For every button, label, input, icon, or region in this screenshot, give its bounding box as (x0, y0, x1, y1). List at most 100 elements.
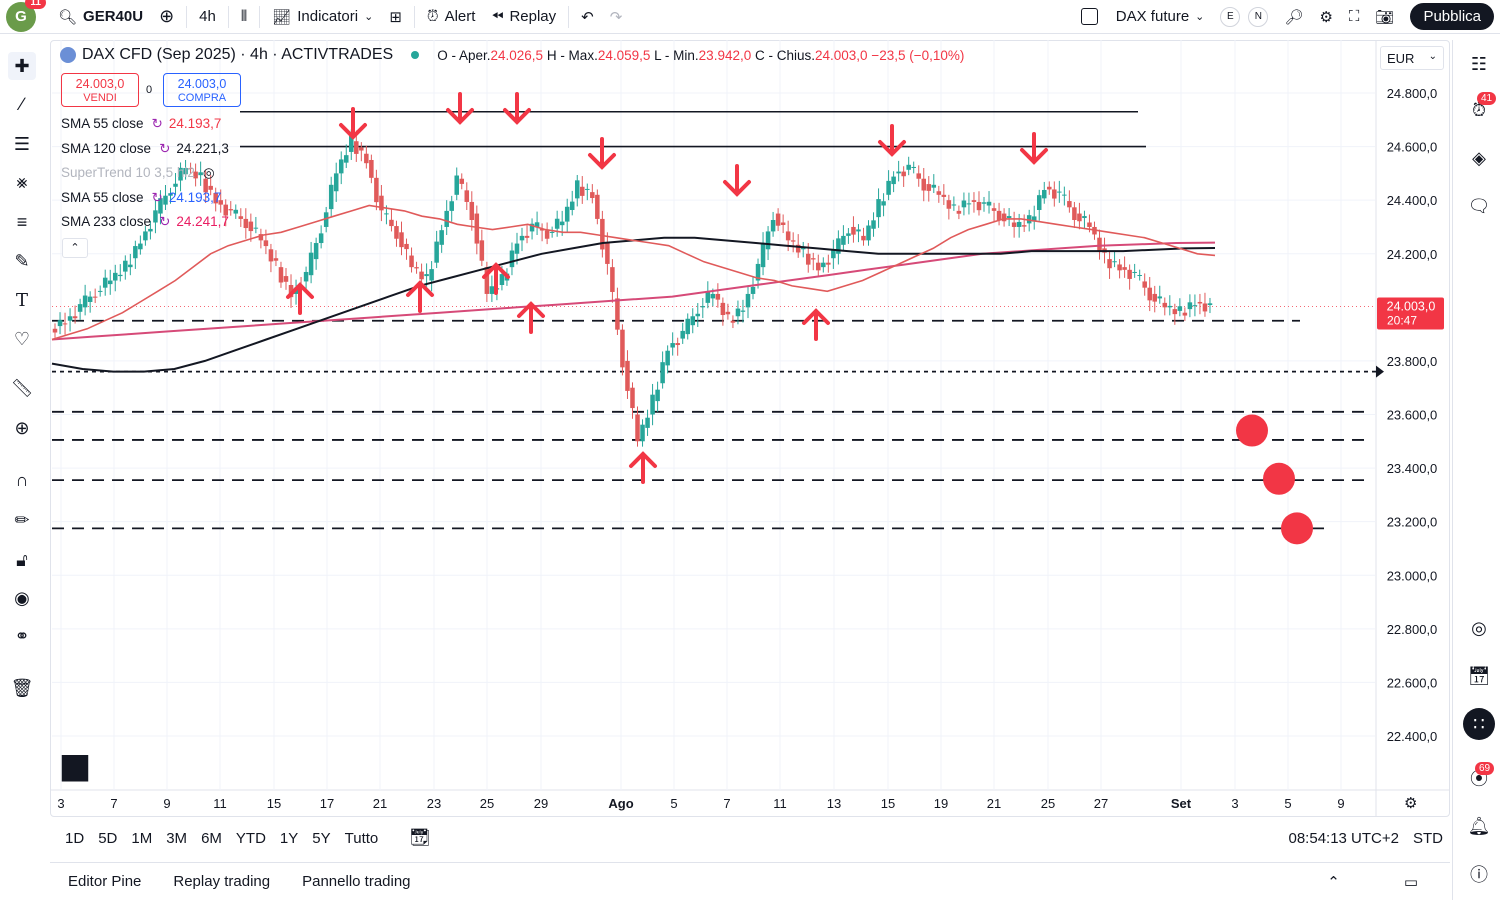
text-tool[interactable]: T (8, 286, 36, 314)
panel-tabs: Editor Pine Replay trading Pannello tradin… (52, 873, 427, 890)
change-value: −23,5 (−0,10%) (871, 47, 965, 63)
circle-n-button[interactable]: N (1248, 0, 1276, 34)
chevron-down-icon: ⌄ (364, 11, 374, 23)
apps-button[interactable]: ∷ (1463, 708, 1495, 740)
replay-button[interactable]: ⏪︎ Replay (483, 0, 564, 34)
remove-tool[interactable]: 🗑︎ (8, 674, 36, 702)
text-icon: T (15, 289, 28, 311)
interval-button[interactable]: 4h (191, 0, 224, 34)
indicator-row[interactable]: SMA 55 close ↻ 24.193,7 (61, 116, 221, 132)
favorites-tool[interactable]: ♡ (8, 325, 36, 353)
quick-search-button[interactable]: 🔎︎ (1276, 0, 1311, 34)
trendline-tool[interactable]: ∕ (8, 90, 36, 118)
range-button-ytd[interactable]: YTD (235, 829, 266, 847)
chart-type-button[interactable]: ⫴ (233, 0, 255, 34)
fullscreen-button[interactable]: ⛶ (1341, 0, 1368, 34)
divider (413, 5, 415, 28)
flag-icon (60, 47, 76, 63)
brush-tool[interactable]: ✎ (8, 247, 36, 275)
magnet-tool[interactable]: ∩ (8, 466, 36, 494)
range-button-1y[interactable]: 1Y (279, 829, 299, 847)
sync-icon[interactable]: ↻ (159, 214, 171, 229)
watchlist-button[interactable]: ☷ (1465, 50, 1493, 78)
alert-button[interactable]: ⏰︎ Alert (419, 0, 484, 34)
panel-tab[interactable]: Pannello trading (302, 873, 411, 890)
circle-n-label: N (1248, 6, 1269, 27)
circle-e-button[interactable]: E (1212, 0, 1248, 34)
panel-tab[interactable]: Replay trading (173, 873, 271, 890)
chat-button[interactable]: 🗨︎ (1465, 192, 1493, 220)
sync-icon[interactable]: ↻ (159, 140, 171, 156)
indicator-value: 24.193,7 (168, 116, 222, 131)
calendar-icon: 📅︎ (1467, 665, 1491, 686)
panel-tab[interactable]: Editor Pine (68, 873, 142, 890)
help-icon: ⓘ (1470, 865, 1488, 885)
collapse-legend-button[interactable]: ⌃ (62, 238, 88, 258)
range-button-5y[interactable]: 5Y (312, 829, 331, 847)
range-button-tutto[interactable]: Tutto (344, 829, 379, 847)
indicators-button[interactable]: 📈︎ Indicatori ⌄ (264, 0, 381, 34)
settings-button[interactable]: ⚙︎ (1311, 0, 1340, 34)
help-button[interactable]: ⓘ (1465, 860, 1493, 888)
zoom-in-icon: ⊕ (14, 417, 30, 438)
range-buttons: 1D 5D 1M 3M 6M YTD 1Y 5Y Tutto (58, 830, 385, 847)
hide-tool[interactable]: ◉ (8, 584, 36, 612)
hidden-eye-icon[interactable]: ◎ (202, 165, 215, 180)
clock-label[interactable]: 08:54:13 UTC+2 (1288, 829, 1400, 847)
buy-button[interactable]: 24.003,0 COMPRA (163, 73, 241, 107)
currency-select[interactable]: EUR ⌄ (1380, 46, 1444, 70)
indicator-row[interactable]: SuperTrend 10 3,5 hl2 ◎ (61, 165, 221, 181)
link-icon: ⚭ (14, 625, 30, 646)
open-label: O - Aper. (437, 47, 491, 63)
indicator-row[interactable]: SMA 120 close ↻ 24.221,3 (61, 141, 229, 157)
avatar[interactable]: G 11 (6, 0, 46, 32)
fullscreen-icon: ⛶ (1348, 8, 1360, 25)
indicator-row[interactable]: SMA 233 close ↻ 24.241,7 (61, 214, 229, 230)
session-label[interactable]: STD (1413, 829, 1443, 847)
sync-icon[interactable]: ↻ (151, 189, 163, 205)
horizontal-lines-tool[interactable]: ☰ (8, 130, 36, 158)
publish-button[interactable]: Pubblica (1410, 3, 1494, 30)
pattern-tool[interactable]: ⨳ (8, 168, 36, 196)
screenshot-button[interactable]: 📷︎ (1367, 0, 1402, 34)
measure-tool[interactable]: 📏︎ (8, 374, 36, 402)
target-button[interactable]: ◎ (1465, 614, 1493, 642)
tradingview-logo: ⬛︎ (62, 752, 88, 782)
zoom-tool[interactable]: ⊕ (8, 414, 36, 442)
chart-pane[interactable] (50, 40, 1450, 817)
sell-button[interactable]: 24.003,0 VENDI (61, 73, 139, 107)
object-tree-button[interactable]: ◈ (1465, 144, 1493, 172)
undo-button[interactable]: ↶ (573, 0, 602, 34)
fib-tool[interactable]: ≡ (8, 208, 36, 236)
axis-settings-button[interactable]: ⚙︎ (1404, 794, 1417, 812)
layout-selector[interactable]: DAX future ⌄ (1073, 0, 1213, 34)
layouts-button[interactable]: ⊞ (381, 0, 410, 34)
gear-icon: ⚙︎ (1319, 8, 1333, 26)
range-button-3m[interactable]: 3M (166, 829, 188, 847)
sync-icon[interactable]: ↻ (151, 116, 163, 131)
range-button-1m[interactable]: 1M (131, 829, 153, 847)
heart-icon: ♡ (13, 328, 31, 349)
expand-panel-button[interactable]: ⌃ (1295, 873, 1372, 891)
indicator-name: SMA 233 close (61, 214, 152, 229)
redo-button[interactable]: ↷ (602, 0, 631, 34)
lock-tool[interactable]: 🔓︎ (8, 546, 36, 574)
range-button-6m[interactable]: 6M (201, 829, 222, 847)
compare-symbol-button[interactable]: ⊕ (151, 0, 182, 34)
notifications-button[interactable]: 🔔︎ (1465, 812, 1493, 840)
maximize-panel-button[interactable]: ▭ (1372, 873, 1450, 891)
calendar-button[interactable]: 📅︎ (1465, 662, 1493, 690)
interval-label: 4h (199, 8, 216, 25)
link-tool[interactable]: ⚭ (8, 622, 36, 650)
symbol-search-button[interactable]: 🔍︎ GER40U (50, 0, 151, 34)
indicator-row[interactable]: SMA 55 close ↻ 24.193,7 (61, 190, 221, 206)
alarm-clock-icon: ⏰︎ (426, 8, 439, 25)
avatar-badge: 11 (25, 0, 46, 9)
trash-icon: 🗑︎ (10, 677, 34, 698)
crosshair-tool[interactable]: ✚ (8, 52, 36, 80)
stay-drawing-tool[interactable]: ✏︎ (8, 506, 36, 534)
goto-date-button[interactable]: 📆︎ (395, 828, 445, 848)
avatar-letter: G (15, 8, 27, 25)
range-button-5d[interactable]: 5D (98, 829, 118, 847)
range-button-1d[interactable]: 1D (65, 829, 85, 847)
